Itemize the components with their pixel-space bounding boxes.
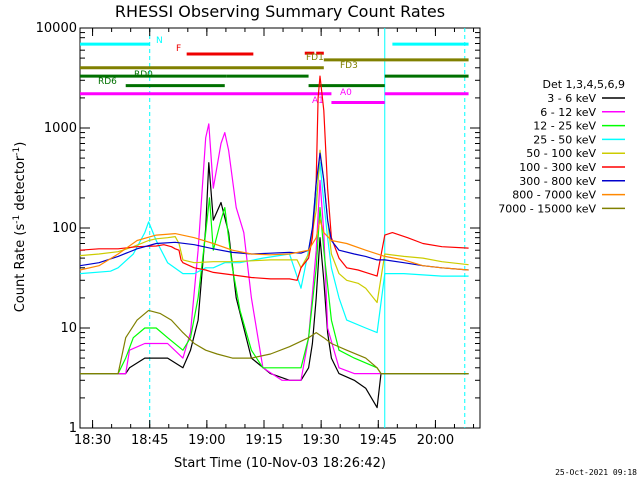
x-tick-label-5: 19:45: [360, 433, 397, 448]
chart-title: RHESSI Observing Summary Count Rates: [115, 2, 445, 21]
x-tick-label-4: 19:30: [302, 433, 339, 448]
x-tick-label-1: 18:45: [131, 433, 168, 448]
x-axis-label: Start Time (10-Nov-03 18:26:42): [174, 456, 386, 471]
series-line-7: [79, 219, 469, 271]
series-line-4: [79, 149, 469, 304]
x-tick-label-0: 18:30: [74, 433, 111, 448]
legend-label-0: 3 - 6 keV: [547, 92, 596, 105]
x-tick-label-3: 19:15: [245, 433, 282, 448]
status-label-0: N: [156, 36, 163, 46]
y-label-sup-2: -1: [12, 147, 22, 156]
legend-label-7: 800 - 7000 keV: [512, 189, 596, 202]
legend-label-1: 6 - 12 keV: [540, 106, 596, 119]
series-line-6: [79, 152, 469, 271]
series-line-1: [80, 123, 469, 381]
status-label-2: FD1: [306, 53, 324, 63]
legend-label-8: 7000 - 15000 keV: [498, 202, 596, 215]
series-line-5: [79, 75, 469, 281]
timestamp: 25-Oct-2021 09:18: [555, 468, 637, 477]
legend-label-3: 25 - 50 keV: [533, 133, 596, 146]
y-tick-label-2: 100: [52, 221, 77, 236]
y-tick-label-4: 10000: [36, 21, 77, 36]
status-label-6: RD6: [98, 77, 117, 87]
series-line-2: [80, 197, 469, 375]
legend-title: Det 1,3,4,5,6,9: [542, 78, 625, 91]
y-tick-label-1: 10: [60, 321, 77, 336]
y-label-part-1: Count Rate (s: [13, 224, 28, 313]
legend-label-4: 50 - 100 keV: [526, 147, 596, 160]
y-tick-label-0: 1: [69, 421, 77, 436]
series-line-3: [79, 162, 469, 334]
status-label-5: RD0: [134, 70, 153, 80]
legend-label-6: 300 - 800 keV: [519, 175, 596, 188]
status-label-8: A0: [340, 88, 352, 98]
series-line-0: [80, 162, 469, 409]
y-label-sup-1: -1: [12, 215, 22, 224]
series-line-8: [80, 309, 469, 375]
y-label-part-2: detector: [13, 155, 28, 215]
plot-area: 18:30 18:45 19:00 19:15 19:30 19:45 20:00 1 10 10…: [36, 21, 481, 448]
legend-label-2: 12 - 25 keV: [533, 120, 596, 133]
status-label-3: FD3: [340, 61, 358, 71]
legend-label-5: 100 - 300 keV: [519, 161, 596, 174]
status-label-1: F: [176, 44, 181, 54]
x-tick-label-6: 20:00: [417, 433, 454, 448]
y-tick-label-3: 1000: [44, 121, 77, 136]
y-label-part-3: ): [13, 142, 28, 147]
y-axis-label: Count Rate (s-1 detector-1): [12, 142, 28, 313]
x-tick-label-2: 19:00: [188, 433, 225, 448]
